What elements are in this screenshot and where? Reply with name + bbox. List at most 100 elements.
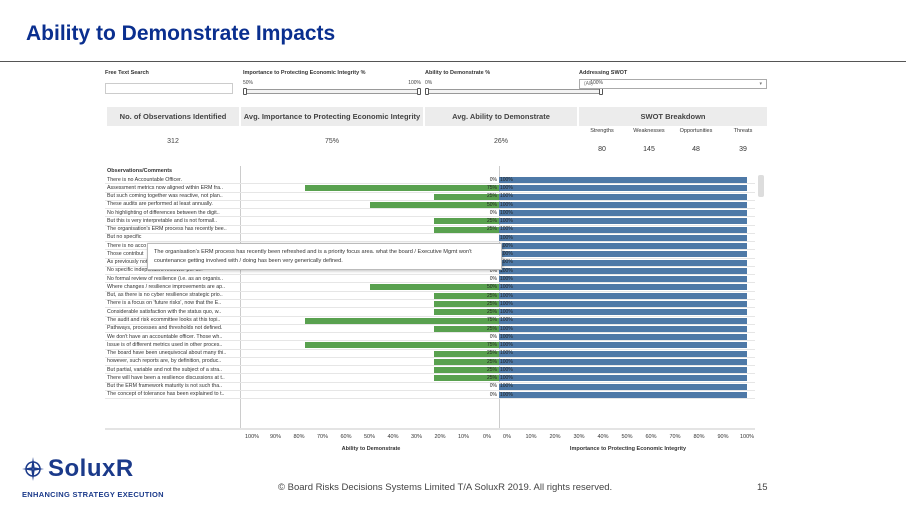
importance-bar[interactable] xyxy=(499,383,747,390)
ability-filter-label: Ability to Demonstrate % xyxy=(425,70,491,76)
soluxr-logo: SoluxR xyxy=(22,455,134,483)
table-row[interactable]: We don't have an accountable officer. Th… xyxy=(105,333,765,342)
importance-bar[interactable] xyxy=(499,325,747,332)
ability-bar[interactable] xyxy=(304,185,499,192)
left-axis-tick: 100% xyxy=(244,434,260,440)
ability-bar[interactable] xyxy=(434,325,499,332)
ability-bar[interactable] xyxy=(304,342,499,349)
table-row[interactable]: Assessment metrics now aligned within ER… xyxy=(105,184,765,193)
horizontal-scrollbar[interactable] xyxy=(105,428,755,430)
importance-bar[interactable] xyxy=(499,267,747,274)
ability-bar[interactable] xyxy=(434,300,499,307)
left-axis-tick: 30% xyxy=(410,434,423,440)
right-axis-tick: 70% xyxy=(669,434,681,440)
importance-bar[interactable] xyxy=(499,350,747,357)
table-row[interactable]: The audit and risk ecommittee looks at t… xyxy=(105,317,765,325)
table-row[interactable]: Pathways, processes and thresholds not d… xyxy=(105,325,765,334)
table-row[interactable]: But the ERM framework maturity is not su… xyxy=(105,383,765,391)
importance-bar[interactable] xyxy=(499,210,747,217)
swot-select[interactable]: (All) ▾ xyxy=(579,79,767,89)
left-axis-tick: 50% xyxy=(363,434,376,440)
swot-strengths-label: Strengths xyxy=(590,128,614,134)
importance-bar[interactable] xyxy=(499,317,747,324)
importance-bar[interactable] xyxy=(499,284,747,291)
ability-value-label: 0% xyxy=(489,267,497,274)
ability-bar[interactable] xyxy=(434,350,499,357)
importance-bar[interactable] xyxy=(499,358,747,365)
table-row[interactable]: But no specific 100% xyxy=(105,234,765,243)
importance-bar[interactable] xyxy=(499,177,747,183)
ability-value-label: 0% xyxy=(489,383,497,390)
table-row[interactable]: There is a focus on 'future risks', now … xyxy=(105,300,765,309)
ability-slider-max-handle[interactable] xyxy=(599,88,603,95)
table-row[interactable]: These audits are performed at least annu… xyxy=(105,201,765,210)
table-row[interactable]: There is no Accountable Officer. 0% 100% xyxy=(105,176,765,185)
importance-bar[interactable] xyxy=(499,218,747,225)
search-input[interactable] xyxy=(105,83,233,94)
importance-bar[interactable] xyxy=(499,342,747,349)
table-row[interactable]: But partial, variable and not the subjec… xyxy=(105,366,765,375)
importance-slider-max-handle[interactable] xyxy=(417,88,421,95)
ability-bar[interactable] xyxy=(434,358,499,365)
table-row[interactable]: But this is very interpretable and is no… xyxy=(105,217,765,226)
importance-bar[interactable] xyxy=(499,226,747,233)
importance-bar[interactable] xyxy=(499,391,747,398)
importance-bar[interactable] xyxy=(499,309,747,316)
table-row[interactable]: Where changes / resilience improvements … xyxy=(105,283,765,292)
importance-bar[interactable] xyxy=(499,375,747,382)
importance-bar[interactable] xyxy=(499,251,747,258)
table-row[interactable]: however, such reports are, by definition… xyxy=(105,358,765,367)
right-axis-tick: 30% xyxy=(573,434,585,440)
importance-bar[interactable] xyxy=(499,300,747,307)
kpi-importance-header: Avg. Importance to Protecting Economic I… xyxy=(241,107,423,126)
table-row[interactable]: The concept of tolerance has been explai… xyxy=(105,391,765,400)
left-axis-tick: 20% xyxy=(434,434,446,440)
swot-select-value: (All) xyxy=(584,81,593,87)
importance-slider[interactable] xyxy=(243,88,421,95)
table-row[interactable]: The organisation's ERM process has recen… xyxy=(105,226,765,234)
table-row[interactable]: No formal review of resilience (i.e. as … xyxy=(105,275,765,284)
ability-bar[interactable] xyxy=(369,284,499,291)
table-row[interactable]: But such coming together was reactive, n… xyxy=(105,193,765,201)
ability-bar[interactable] xyxy=(434,193,499,200)
search-label: Free Text Search xyxy=(105,70,149,76)
table-row[interactable]: The board have been unequivocal about ma… xyxy=(105,350,765,358)
row-separator xyxy=(105,274,755,276)
vertical-scrollbar[interactable] xyxy=(758,175,764,197)
table-row[interactable]: No highlighting of differences between t… xyxy=(105,209,765,218)
table-row[interactable]: Considerable satisfaction with the statu… xyxy=(105,308,765,317)
table-row[interactable]: No specific independent reviewer per se.… xyxy=(105,267,765,276)
importance-bar[interactable] xyxy=(499,193,747,200)
ability-bar[interactable] xyxy=(434,226,499,233)
ability-bar[interactable] xyxy=(434,218,499,225)
importance-bar[interactable] xyxy=(499,334,747,341)
importance-bar[interactable] xyxy=(499,292,747,299)
row-separator xyxy=(105,241,755,243)
table-row[interactable]: There will have been a resilience discus… xyxy=(105,374,765,383)
importance-bar[interactable] xyxy=(499,276,747,283)
ability-value-label: 25% xyxy=(486,292,497,299)
copyright-notice: © Board Risks Decisions Systems Limited … xyxy=(278,482,613,493)
ability-min: 0% xyxy=(425,80,433,86)
importance-bar[interactable] xyxy=(499,367,747,374)
importance-slider-min-handle[interactable] xyxy=(243,88,247,95)
ability-bar[interactable] xyxy=(434,375,499,382)
importance-bar[interactable] xyxy=(499,234,747,241)
ability-bar[interactable] xyxy=(434,367,499,374)
importance-bar[interactable] xyxy=(499,201,747,208)
ability-bar[interactable] xyxy=(304,317,499,324)
left-axis-tick: 10% xyxy=(457,434,470,440)
table-row[interactable]: Issue is of different metrics used in ot… xyxy=(105,341,765,350)
ability-slider-min-handle[interactable] xyxy=(425,88,429,95)
swot-threats-value: 39 xyxy=(739,146,747,153)
ability-bar[interactable] xyxy=(434,309,499,316)
ability-bar[interactable] xyxy=(434,292,499,299)
importance-bar[interactable] xyxy=(499,243,747,250)
importance-bar[interactable] xyxy=(499,185,747,192)
kpi-observations-header: No. of Observations Identified xyxy=(107,107,239,126)
table-row[interactable]: But, as there is no cyber resilience str… xyxy=(105,292,765,300)
left-axis-tick: 80% xyxy=(293,434,305,440)
importance-bar[interactable] xyxy=(499,259,747,266)
ability-bar[interactable] xyxy=(369,201,499,208)
ability-slider[interactable] xyxy=(425,88,603,95)
